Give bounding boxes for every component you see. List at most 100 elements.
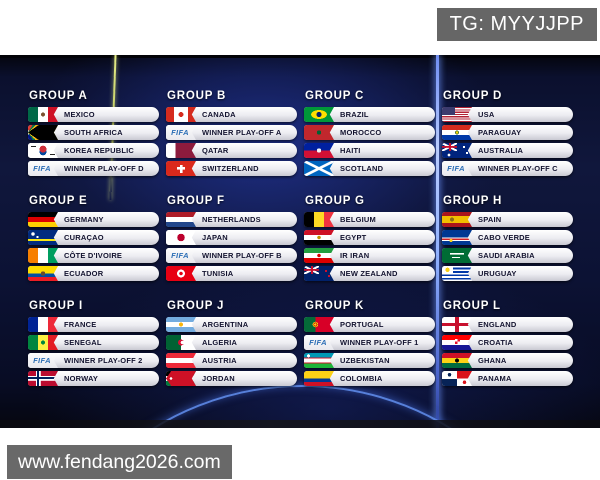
team-row: FIFA WINNER PLAY-OFF 1 bbox=[304, 335, 435, 350]
switzerland-flag-icon bbox=[166, 161, 196, 176]
croatia-flag-icon bbox=[442, 335, 472, 350]
netherlands-flag-icon bbox=[166, 212, 196, 227]
team-row: GHANA bbox=[442, 353, 573, 368]
team-row: KOREA REPUBLIC bbox=[28, 143, 159, 158]
group-panel: GROUP B CANADA FIFA WINNER PLAY-OFF A QA… bbox=[166, 90, 297, 176]
team-row: SOUTH AFRICA bbox=[28, 125, 159, 140]
team-label: WINNER PLAY-OFF C bbox=[478, 164, 558, 173]
team-label: SOUTH AFRICA bbox=[64, 128, 123, 137]
team-label: NORWAY bbox=[64, 374, 99, 383]
team-label: NEW ZEALAND bbox=[340, 269, 398, 278]
group-panel: GROUP I FRANCE SENEGAL FIFA WINNER PLAY-… bbox=[28, 300, 159, 386]
team-label: KOREA REPUBLIC bbox=[64, 146, 135, 155]
team-row: CANADA bbox=[166, 107, 297, 122]
team-label: USA bbox=[478, 110, 495, 119]
group-title: GROUP K bbox=[305, 300, 365, 312]
team-label: WINNER PLAY-OFF B bbox=[202, 251, 282, 260]
team-row: BRAZIL bbox=[304, 107, 435, 122]
group-rows: BELGIUM EGYPT IR IRAN NEW ZEALAND bbox=[304, 212, 435, 281]
cote-divoire-flag-icon bbox=[28, 248, 58, 263]
team-label: WINNER PLAY-OFF 1 bbox=[340, 338, 419, 347]
group-title: GROUP I bbox=[29, 300, 83, 312]
team-row: SPAIN bbox=[442, 212, 573, 227]
team-label: COLOMBIA bbox=[340, 374, 383, 383]
group-panel: GROUP H SPAIN CABO VERDE SAUDI ARABIA UR… bbox=[442, 195, 573, 281]
team-row: CURAÇAO bbox=[28, 230, 159, 245]
team-row: TUNISIA bbox=[166, 266, 297, 281]
team-label: NETHERLANDS bbox=[202, 215, 261, 224]
team-label: SCOTLAND bbox=[340, 164, 384, 173]
team-label: PANAMA bbox=[478, 374, 512, 383]
team-label: WINNER PLAY-OFF 2 bbox=[64, 356, 143, 365]
team-label: SAUDI ARABIA bbox=[478, 251, 535, 260]
team-label: FRANCE bbox=[64, 320, 97, 329]
group-rows: CANADA FIFA WINNER PLAY-OFF A QATAR SWIT… bbox=[166, 107, 297, 176]
team-label: AUSTRIA bbox=[202, 356, 237, 365]
team-label: PARAGUAY bbox=[478, 128, 522, 137]
team-row: JAPAN bbox=[166, 230, 297, 245]
canada-flag-icon bbox=[166, 107, 196, 122]
morocco-flag-icon bbox=[304, 125, 334, 140]
saudi-arabia-flag-icon bbox=[442, 248, 472, 263]
team-row: NORWAY bbox=[28, 371, 159, 386]
scotland-flag-icon bbox=[304, 161, 334, 176]
team-row: PORTUGAL bbox=[304, 317, 435, 332]
group-panel: GROUP C BRAZIL MOROCCO HAITI SCOTLAND bbox=[304, 90, 435, 176]
team-label: HAITI bbox=[340, 146, 361, 155]
group-title: GROUP D bbox=[443, 90, 503, 102]
team-label: WINNER PLAY-OFF D bbox=[64, 164, 144, 173]
fifa-flag-icon: FIFA bbox=[166, 248, 196, 263]
groups-grid: GROUP A MEXICO SOUTH AFRICA KOREA REPUBL… bbox=[28, 90, 574, 386]
group-panel: GROUP F NETHERLANDS JAPAN FIFA WINNER PL… bbox=[166, 195, 297, 281]
team-row: ENGLAND bbox=[442, 317, 573, 332]
team-label: BRAZIL bbox=[340, 110, 369, 119]
group-rows: SPAIN CABO VERDE SAUDI ARABIA URUGUAY bbox=[442, 212, 573, 281]
group-panel: GROUP E GERMANY CURAÇAO CÔTE D'IVOIRE EC… bbox=[28, 195, 159, 281]
team-label: ECUADOR bbox=[64, 269, 104, 278]
team-label: ARGENTINA bbox=[202, 320, 249, 329]
qatar-flag-icon bbox=[166, 143, 196, 158]
uruguay-flag-icon bbox=[442, 266, 472, 281]
group-title: GROUP G bbox=[305, 195, 365, 207]
team-row: JORDAN bbox=[166, 371, 297, 386]
panama-flag-icon bbox=[442, 371, 472, 386]
fifa-flag-icon: FIFA bbox=[28, 353, 58, 368]
fifa-logo-text: FIFA bbox=[447, 164, 465, 173]
england-flag-icon bbox=[442, 317, 472, 332]
team-row: SAUDI ARABIA bbox=[442, 248, 573, 263]
team-row: EGYPT bbox=[304, 230, 435, 245]
team-label: CURAÇAO bbox=[64, 233, 104, 242]
austria-flag-icon bbox=[166, 353, 196, 368]
group-panel: GROUP A MEXICO SOUTH AFRICA KOREA REPUBL… bbox=[28, 90, 159, 176]
algeria-flag-icon bbox=[166, 335, 196, 350]
team-row: PARAGUAY bbox=[442, 125, 573, 140]
team-row: QATAR bbox=[166, 143, 297, 158]
group-rows: NETHERLANDS JAPAN FIFA WINNER PLAY-OFF B… bbox=[166, 212, 297, 281]
group-title: GROUP B bbox=[167, 90, 227, 102]
fifa-flag-icon: FIFA bbox=[442, 161, 472, 176]
team-label: URUGUAY bbox=[478, 269, 517, 278]
senegal-flag-icon bbox=[28, 335, 58, 350]
team-row: URUGUAY bbox=[442, 266, 573, 281]
group-panel: GROUP D USA PARAGUAY AUSTRALIA FIFA WINN… bbox=[442, 90, 573, 176]
tv-screen-photo: GROUP A MEXICO SOUTH AFRICA KOREA REPUBL… bbox=[0, 55, 600, 428]
group-panel: GROUP G BELGIUM EGYPT IR IRAN NEW ZEALAN… bbox=[304, 195, 435, 281]
group-panel: GROUP J ARGENTINA ALGERIA AUSTRIA JORDAN bbox=[166, 300, 297, 386]
team-row: USA bbox=[442, 107, 573, 122]
team-label: SENEGAL bbox=[64, 338, 102, 347]
colombia-flag-icon bbox=[304, 371, 334, 386]
group-rows: BRAZIL MOROCCO HAITI SCOTLAND bbox=[304, 107, 435, 176]
new-zealand-flag-icon bbox=[304, 266, 334, 281]
team-row: ALGERIA bbox=[166, 335, 297, 350]
south-africa-flag-icon bbox=[28, 125, 58, 140]
team-row: AUSTRIA bbox=[166, 353, 297, 368]
team-label: CROATIA bbox=[478, 338, 514, 347]
group-rows: ARGENTINA ALGERIA AUSTRIA JORDAN bbox=[166, 317, 297, 386]
team-label: MOROCCO bbox=[340, 128, 382, 137]
team-row: FIFA WINNER PLAY-OFF D bbox=[28, 161, 159, 176]
team-label: IR IRAN bbox=[340, 251, 370, 260]
team-row: NEW ZEALAND bbox=[304, 266, 435, 281]
haiti-flag-icon bbox=[304, 143, 334, 158]
curacao-flag-icon bbox=[28, 230, 58, 245]
